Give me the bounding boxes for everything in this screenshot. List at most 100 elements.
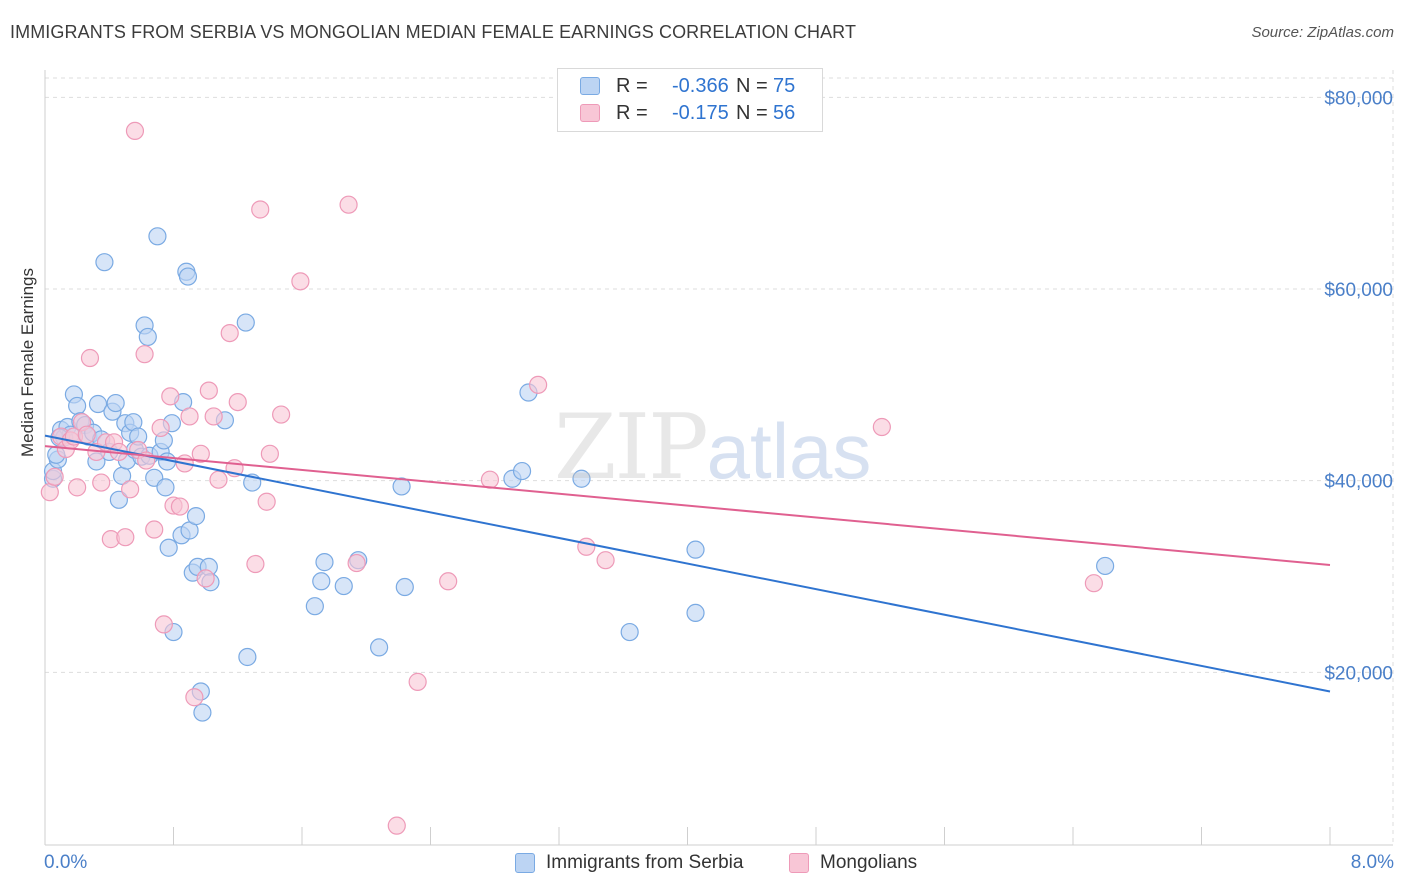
serbia-point (156, 478, 175, 497)
legend-swatch-serbia (580, 77, 600, 95)
watermark-zip: ZIP (554, 395, 709, 500)
x-tick-label-min: 0.0% (44, 852, 88, 873)
serbia-point (95, 253, 114, 272)
legend-swatch-mongolians (789, 853, 809, 873)
serbia-point (236, 313, 255, 332)
serbia-point (312, 572, 331, 591)
mongolians-point (151, 418, 170, 438)
mongolians-point (408, 672, 427, 691)
legend-r-label: R = (616, 102, 648, 124)
mongolians-point (145, 520, 164, 539)
source-label: Source: ZipAtlas.com (1251, 24, 1394, 41)
mongolians-point (125, 121, 145, 141)
serbia-point (106, 393, 125, 413)
mongolians-point (135, 345, 154, 364)
correlation-legend: R = -0.366 N = 75 R = -0.175 N = 56 (557, 68, 823, 132)
legend-n-value: 75 (773, 75, 796, 97)
mongolians-point (116, 528, 135, 547)
serbia-point (186, 507, 206, 526)
serbia-point (138, 327, 157, 347)
mongolians-point (272, 405, 291, 424)
serbia-point (334, 576, 353, 596)
legend-n-label: N = (736, 102, 768, 124)
mongolians-point (347, 553, 366, 573)
y-tick-labels: $20,000 $40,000 $60,000 $80,000 (1324, 88, 1393, 684)
mongolians-point (339, 195, 358, 214)
serbia-point (88, 394, 108, 414)
mongolians-point (257, 492, 276, 511)
trend-lines (44, 434, 1331, 693)
legend-swatch-mongolians (580, 104, 600, 122)
watermark: ZIPatlas (554, 395, 871, 500)
mongolians-point (92, 473, 111, 492)
mongolians-point (121, 480, 140, 499)
y-tick-label: $20,000 (1324, 663, 1393, 684)
mongolians-point (161, 387, 180, 406)
mongolians-point (45, 467, 64, 486)
serbia-point (392, 477, 411, 496)
axes (44, 70, 1393, 846)
mongolians-point (180, 407, 199, 426)
mongolians-point (185, 688, 204, 707)
mongolians-point (220, 323, 239, 343)
mongolians-point (154, 615, 173, 634)
chart-title: IMMIGRANTS FROM SERBIA VS MONGOLIAN MEDI… (10, 22, 857, 42)
mongolians-point (199, 381, 218, 400)
y-tick-label: $60,000 (1324, 280, 1393, 301)
serbia-point (178, 267, 198, 286)
x-tick-label-max: 8.0% (1350, 852, 1394, 873)
serbia-point (238, 647, 257, 667)
legend-swatch-serbia (515, 853, 535, 873)
legend-label-serbia: Immigrants from Serbia (546, 852, 744, 873)
serbia-point (620, 622, 639, 642)
serbia-point (512, 461, 532, 481)
mongolians-point (40, 483, 59, 502)
mongolians-point (204, 407, 223, 426)
serbia-point (109, 490, 128, 509)
serbia-point (686, 540, 705, 559)
mongolians-point (577, 537, 596, 556)
mongolians-point (480, 470, 500, 489)
mongolians-point (170, 497, 190, 516)
legend-n-value: 56 (773, 102, 796, 124)
serbia-point (686, 603, 705, 623)
serbia-point (193, 703, 212, 722)
serbia-point (305, 597, 324, 616)
serbia-point (68, 396, 87, 416)
mongolians-point (246, 554, 265, 574)
mongolians-point (291, 272, 310, 291)
mongolians-point (872, 417, 891, 437)
serbia-point (572, 469, 591, 488)
legend-r-label: R = (616, 75, 648, 97)
mongolians-point (387, 816, 406, 835)
serbia-point (315, 553, 334, 572)
y-tick-label: $80,000 (1324, 88, 1393, 109)
legend-label-mongolians: Mongolians (820, 852, 918, 873)
mongolians-point (209, 470, 228, 489)
mongolians-point (77, 425, 96, 444)
mongolians-point (251, 200, 270, 219)
mongolians-point (196, 569, 215, 588)
y-tick-label: $40,000 (1324, 472, 1393, 493)
mongolians-point (260, 444, 279, 463)
mongolians-point (1084, 574, 1103, 593)
mongolians-point (191, 444, 210, 463)
y-axis-label: Median Female Earnings (18, 268, 37, 457)
serbia-point (370, 638, 389, 657)
mongolians-point (596, 551, 615, 570)
mongolians-point (80, 348, 100, 368)
legend-r-value: -0.175 (672, 102, 729, 124)
serbia-point (159, 538, 178, 557)
watermark-atlas: atlas (706, 407, 872, 495)
mongolians-trend-line (44, 445, 1331, 566)
serbia-point (1096, 556, 1115, 576)
legend-n-label: N = (736, 75, 768, 97)
mongolians-point (68, 478, 87, 497)
serbia-point (148, 227, 167, 246)
mongolians-point (529, 375, 548, 394)
serbia-point (395, 577, 414, 597)
mongolians-point (228, 392, 247, 412)
legend-r-value: -0.366 (672, 75, 729, 97)
serbia-trend-line (44, 434, 1331, 693)
